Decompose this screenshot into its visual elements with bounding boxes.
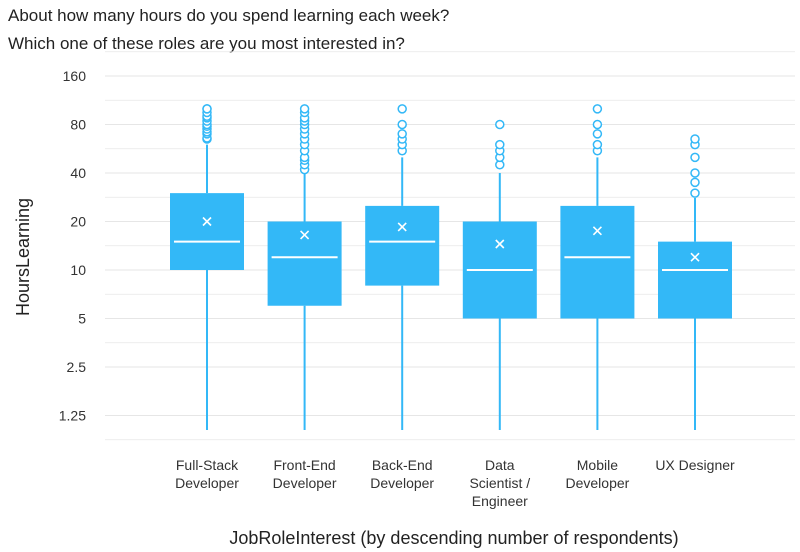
y-tick-label: 80 <box>70 117 86 133</box>
box-group <box>462 119 537 430</box>
chart-title-line-2: Which one of these roles are you most in… <box>8 34 405 53</box>
x-category-label-line: UX Designer <box>655 457 735 473</box>
mean-marker-stroke <box>690 252 700 262</box>
iqr-box <box>658 241 732 319</box>
x-category-label-line: Back-End <box>372 457 433 473</box>
iqr-box <box>560 205 635 319</box>
outlier-point <box>397 104 407 114</box>
x-category-label-line: Full-Stack <box>176 457 239 473</box>
x-category-label-line: Developer <box>175 475 239 491</box>
mean-marker <box>495 239 505 249</box>
y-tick-label: 1.25 <box>59 408 86 424</box>
outlier-point <box>299 104 310 114</box>
outlier-point <box>202 104 212 114</box>
x-axis-label: JobRoleInterest (by descending number of… <box>229 528 678 548</box>
x-category-label-line: Mobile <box>577 457 618 473</box>
x-category-label-line: Engineer <box>472 493 528 509</box>
x-category-label-line: Data <box>485 457 515 473</box>
mean-marker-stroke <box>592 226 602 236</box>
iqr-box <box>365 205 440 286</box>
outlier-point <box>592 119 603 130</box>
x-category-label-line: Scientist / <box>469 475 530 491</box>
x-category-label-line: Developer <box>565 475 629 491</box>
outlier-point <box>690 134 700 144</box>
x-category-label: Back-End Developer <box>370 457 434 491</box>
mean-marker-stroke <box>202 216 212 227</box>
x-category-label: Front-End Developer <box>273 457 337 491</box>
outlier-point <box>495 139 505 150</box>
outlier-point <box>690 177 700 188</box>
outlier-point <box>495 119 505 130</box>
y-tick-label: 160 <box>63 68 87 84</box>
mean-marker-stroke <box>397 222 407 232</box>
x-category-label-line: Front-End <box>273 457 335 473</box>
y-tick-label: 10 <box>70 262 86 278</box>
x-category-label: Data Scientist / Engineer <box>469 457 530 509</box>
y-axis-ticks: 1.25 2.5 5 10 20 40 80 160 <box>59 68 86 424</box>
box-plot-series <box>170 104 732 430</box>
outlier-point <box>690 152 700 163</box>
outlier-point <box>592 129 603 139</box>
outlier-point <box>690 168 700 178</box>
chart-title-line-1: About how many hours do you spend learni… <box>8 6 450 25</box>
y-tick-label: 20 <box>70 214 86 230</box>
x-category-label: Full-Stack Developer <box>175 457 239 491</box>
mean-marker <box>397 222 407 232</box>
mean-marker <box>690 252 700 262</box>
outlier-point <box>592 139 603 150</box>
box-group <box>365 104 440 430</box>
outlier-point <box>690 188 700 198</box>
outlier-point <box>397 119 407 130</box>
y-tick-label: 2.5 <box>67 359 87 375</box>
y-tick-label: 5 <box>78 311 86 327</box>
y-axis-label: HoursLearning <box>13 198 33 316</box>
mean-marker <box>592 226 602 236</box>
box-group <box>267 104 342 430</box>
x-category-label-line: Developer <box>370 475 434 491</box>
mean-marker <box>202 216 212 227</box>
mean-marker <box>300 230 310 240</box>
mean-marker-stroke <box>300 230 310 240</box>
iqr-box <box>170 193 244 270</box>
mean-marker-stroke <box>495 239 505 249</box>
x-category-label: Mobile Developer <box>565 457 629 491</box>
box-group <box>560 104 635 430</box>
outlier-point <box>592 104 603 114</box>
x-category-label-line: Developer <box>273 475 337 491</box>
outlier-point <box>397 129 407 139</box>
x-category-label: UX Designer <box>655 457 735 473</box>
y-tick-label: 40 <box>70 165 86 181</box>
box-group <box>658 134 732 430</box>
box-group <box>170 104 244 430</box>
